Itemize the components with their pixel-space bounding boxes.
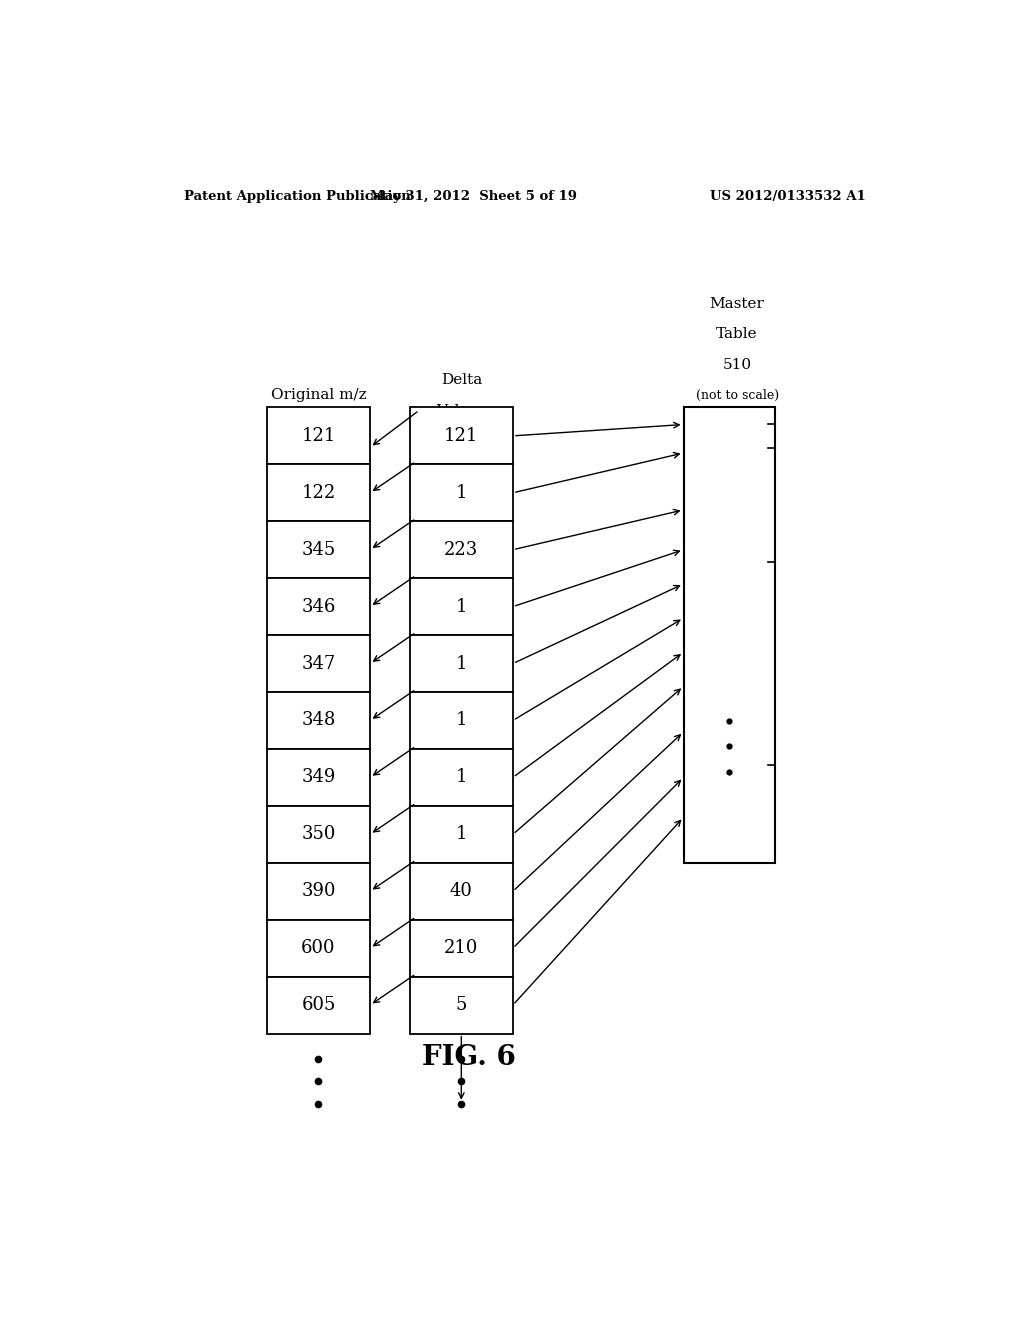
Text: Values: Values <box>294 449 343 463</box>
Text: 1: 1 <box>456 598 467 615</box>
Text: Table: Table <box>716 327 758 342</box>
Text: 605: 605 <box>301 997 336 1014</box>
Text: 122: 122 <box>301 484 336 502</box>
Text: Delta: Delta <box>440 374 482 387</box>
Bar <box>410 408 513 465</box>
Text: May 31, 2012  Sheet 5 of 19: May 31, 2012 Sheet 5 of 19 <box>370 190 577 202</box>
Bar <box>410 863 513 920</box>
Bar <box>267 977 370 1034</box>
Text: 1: 1 <box>456 768 467 787</box>
Text: US 2012/0133532 A1: US 2012/0133532 A1 <box>711 190 866 202</box>
Bar <box>267 920 370 977</box>
Text: 510: 510 <box>723 358 752 372</box>
Bar <box>267 805 370 863</box>
Text: (not to scale): (not to scale) <box>695 389 778 403</box>
Text: Index: Index <box>297 418 340 433</box>
Text: 348: 348 <box>301 711 336 730</box>
Text: 1: 1 <box>456 825 467 843</box>
Bar <box>410 977 513 1034</box>
Text: Master: Master <box>710 297 765 312</box>
Text: 350: 350 <box>301 825 336 843</box>
Bar <box>410 748 513 805</box>
Text: 121: 121 <box>301 426 336 445</box>
Bar <box>410 805 513 863</box>
Bar <box>410 578 513 635</box>
Text: 345: 345 <box>301 541 336 558</box>
Text: 600: 600 <box>301 939 336 957</box>
Bar <box>267 863 370 920</box>
Bar <box>267 692 370 748</box>
Bar <box>410 635 513 692</box>
Text: 1: 1 <box>456 484 467 502</box>
Bar <box>267 408 370 465</box>
Text: Original m/z: Original m/z <box>270 388 367 403</box>
Bar <box>267 521 370 578</box>
Bar <box>267 465 370 521</box>
Text: 390: 390 <box>301 882 336 900</box>
Text: 349: 349 <box>301 768 336 787</box>
Text: 1: 1 <box>456 655 467 673</box>
Bar <box>267 578 370 635</box>
Bar <box>410 692 513 748</box>
Text: Patent Application Publication: Patent Application Publication <box>183 190 411 202</box>
Text: 210: 210 <box>444 939 478 957</box>
Bar <box>410 465 513 521</box>
Text: FIG. 6: FIG. 6 <box>422 1044 516 1072</box>
Bar <box>410 521 513 578</box>
Text: 5: 5 <box>456 997 467 1014</box>
Text: 347: 347 <box>301 655 336 673</box>
Bar <box>267 635 370 692</box>
Bar <box>684 408 775 863</box>
Text: 346: 346 <box>301 598 336 615</box>
Text: Values: Values <box>436 404 486 417</box>
Text: 121: 121 <box>444 426 478 445</box>
Bar <box>267 748 370 805</box>
Text: 223: 223 <box>444 541 478 558</box>
Text: 40: 40 <box>450 882 473 900</box>
Bar <box>410 920 513 977</box>
Text: 1: 1 <box>456 711 467 730</box>
